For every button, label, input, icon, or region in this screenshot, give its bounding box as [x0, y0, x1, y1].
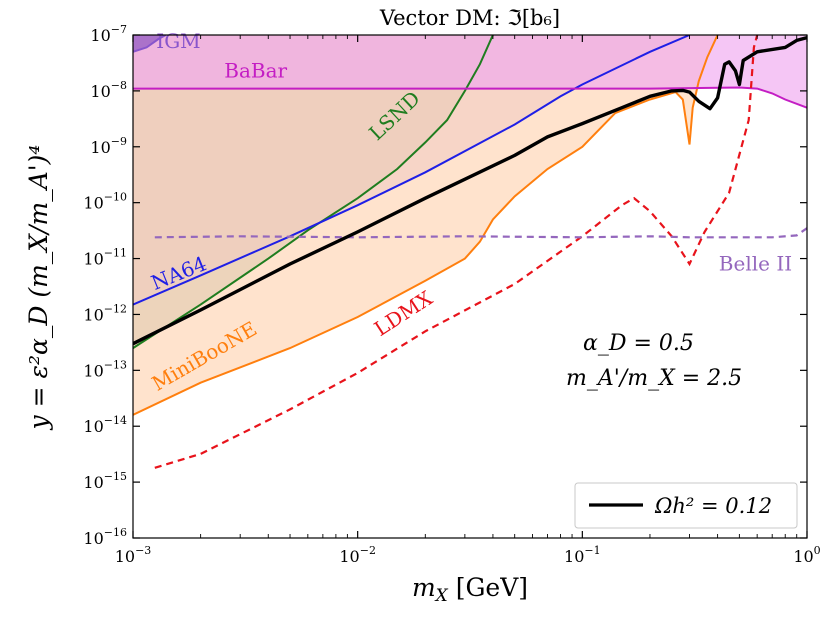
plot-frame [132, 34, 808, 539]
projection-belle-ii [154, 227, 807, 239]
y-tick-label: 10−13 [83, 358, 127, 380]
region-boundary-miniboone [133, 35, 719, 416]
curve-label-belle-ii: Belle II [719, 252, 792, 276]
legend: Ωh² = 0.12 [574, 482, 798, 529]
relic-density-line [133, 35, 807, 346]
legend-box [574, 482, 798, 529]
legend-entry-relic: Ωh² = 0.12 [654, 494, 772, 518]
region-fill-miniboone [133, 35, 718, 415]
annotation-alpha: α_D = 0.5 [583, 331, 694, 356]
x-tick-label: 10−1 [564, 544, 601, 566]
chart-title: Vector DM: ℑ[b₆] [379, 6, 560, 30]
x-tick-label: 10−2 [339, 544, 376, 566]
y-tick-label: 10−7 [90, 23, 127, 45]
region-boundary-na64 [133, 35, 690, 306]
projection-ldmx [154, 35, 759, 469]
x-tick-label: 10−3 [115, 544, 152, 566]
y-tick-label: 10−16 [83, 526, 127, 548]
region-boundary-babar [133, 86, 807, 109]
y-tick-label: 10−12 [83, 302, 127, 324]
region-boundary-igm [133, 35, 167, 53]
x-tick-label: 100 [793, 544, 820, 566]
y-tick-label: 10−15 [83, 470, 127, 492]
lines-layer [133, 35, 807, 469]
y-axis-label: y = ε²α_D (m_X/m_A')⁴ [24, 145, 53, 431]
y-tick-label: 10−9 [90, 135, 127, 157]
y-tick-label: 10−10 [83, 191, 127, 213]
axes-layer: 10−3 10−2 10−1 100 10−16 10−15 10−14 10−13 10−12… [83, 23, 820, 566]
annotation-mass-ratio: m_A'/m_X = 2.5 [566, 366, 742, 391]
y-tick-label: 10−11 [83, 247, 127, 269]
x-axis-label: mX [GeV] [412, 573, 528, 606]
curve-label-babar: BaBar [224, 59, 287, 83]
region-fill-babar [133, 35, 807, 108]
y-tick-label: 10−8 [90, 79, 127, 101]
region-boundary-lsnd [133, 35, 494, 349]
curve-label-igm: IGM [156, 29, 200, 53]
y-tick-label: 10−14 [83, 414, 127, 436]
